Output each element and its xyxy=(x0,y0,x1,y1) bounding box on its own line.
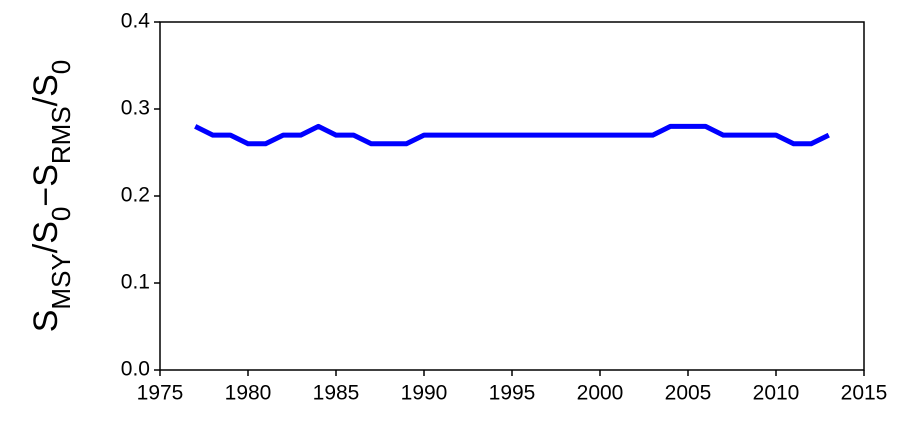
x-tick-label: 1975 xyxy=(137,382,184,405)
y-axis-label: SMSY/S0−SRMS/S0 xyxy=(27,60,76,333)
y-tick-label: 0.3 xyxy=(121,97,150,120)
y-tick-label: 0.0 xyxy=(121,358,150,381)
y-tick-label: 0.1 xyxy=(121,271,150,294)
y-label-part: 0 xyxy=(46,60,76,74)
line xyxy=(194,123,830,147)
x-tick-label: 1990 xyxy=(401,382,448,405)
plot-frame xyxy=(159,21,865,371)
y-label-part: S xyxy=(27,310,65,333)
x-tick-label: 2015 xyxy=(841,382,888,405)
y-label-part: −S xyxy=(27,164,65,207)
x-tick-label: 2000 xyxy=(577,382,624,405)
y-tick-label: 0.4 xyxy=(121,10,151,33)
y-label-part: 0 xyxy=(46,207,76,221)
y-label-part: MSY xyxy=(46,253,76,309)
y-label-part: /S xyxy=(27,221,65,253)
x-tick-label: 2005 xyxy=(665,382,712,405)
x-tick-label: 1980 xyxy=(225,382,272,405)
x-tick-label: 1995 xyxy=(489,382,536,405)
x-tick-label: 1985 xyxy=(313,382,360,405)
y-label-part: /S xyxy=(27,74,65,106)
y-tick-label: 0.2 xyxy=(121,184,150,207)
x-tick-label: 2010 xyxy=(753,382,800,405)
y-label-part: RMS xyxy=(46,106,76,164)
